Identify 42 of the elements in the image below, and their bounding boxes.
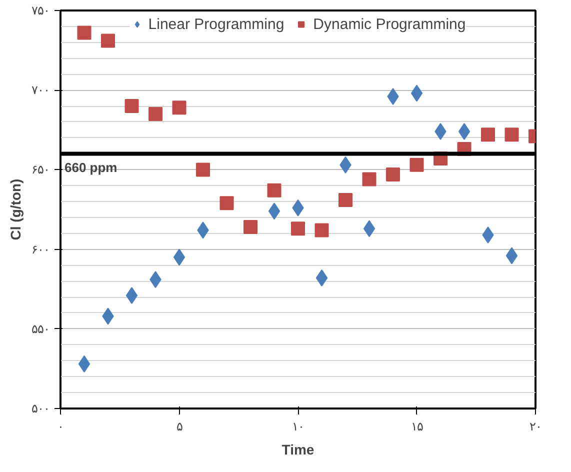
x-tick-label: ۰ [58,420,64,434]
ref-line-label: 660 ppm [64,160,118,175]
point [77,26,92,40]
legend-label: Dynamic Programming [313,16,466,32]
point [363,220,376,238]
point [338,192,352,207]
point [410,158,424,172]
point [458,122,470,140]
legend-label: Linear Programming [148,16,284,32]
point [504,128,519,142]
y-tick-label: ۶۵۰ [32,162,50,177]
point [124,99,139,114]
point [148,106,162,121]
point [314,223,329,238]
point [172,100,186,115]
point [506,247,518,264]
x-tick-label: ۱۵ [410,420,423,434]
point [362,172,376,186]
x-tick-label: ۵ [176,420,182,434]
point [316,269,328,286]
point [291,222,305,236]
point [410,84,423,102]
point [220,196,234,210]
point [78,355,90,372]
x-tick-label: ۲۰ [530,420,542,434]
point [196,162,210,177]
x-tick-label: ۱۰ [292,420,304,434]
point [481,128,495,142]
y-axis-title: Cl (g/ton) [8,178,24,240]
y-tick-label: ۷۰۰ [32,83,50,98]
point [386,167,400,182]
x-axis-title: Time [282,442,314,458]
point [126,286,138,304]
y-tick-label: ۷۵۰ [32,4,50,18]
point [173,248,186,266]
point [268,202,280,220]
y-tick-label: ۵۰۰ [32,402,50,416]
y-tick-label: ۶۰۰ [32,242,50,256]
point [244,220,258,234]
y-tick-label: ۵۵۰ [32,322,50,336]
point [101,34,115,48]
point [267,183,282,198]
